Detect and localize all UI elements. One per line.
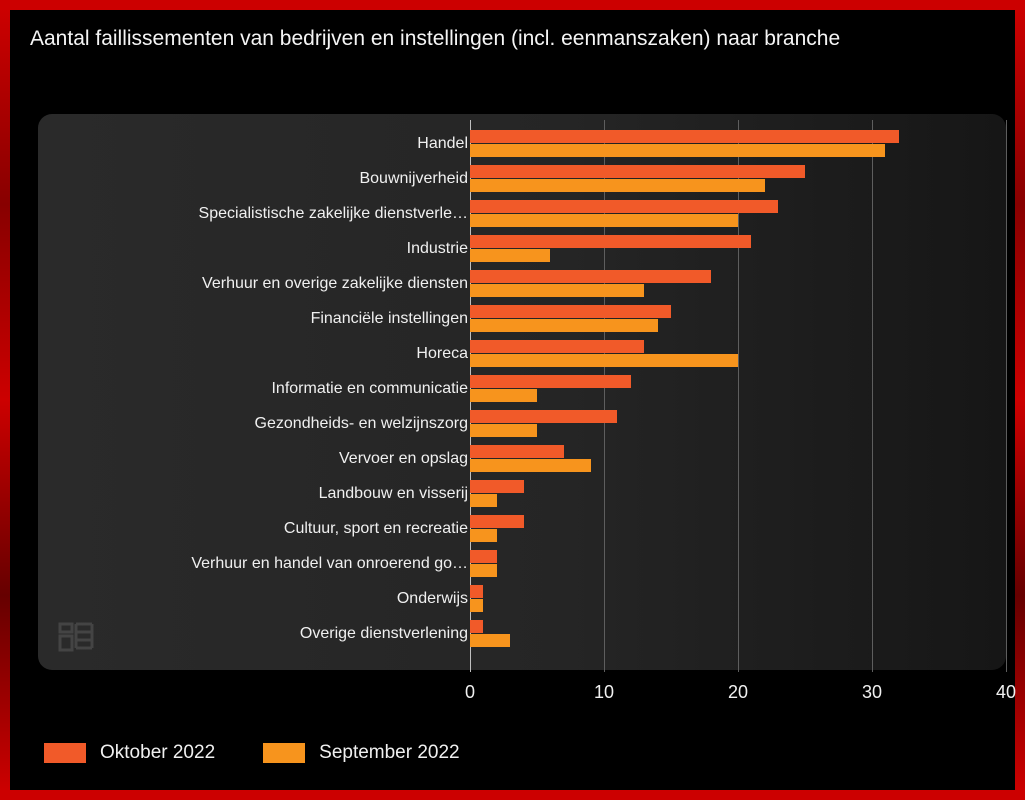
bar <box>470 445 564 458</box>
bar <box>470 284 644 297</box>
category-label: Landbouw en visserij <box>319 485 468 503</box>
bar <box>470 634 510 647</box>
bar-row: Gezondheids- en welzijnszorg <box>470 406 1010 441</box>
bar-row: Bouwnijverheid <box>470 161 1010 196</box>
category-label: Bouwnijverheid <box>359 170 468 188</box>
bar <box>470 200 778 213</box>
category-label: Informatie en communicatie <box>271 380 468 398</box>
category-label: Verhuur en overige zakelijke diensten <box>202 275 468 293</box>
bar <box>470 375 631 388</box>
bar <box>470 130 899 143</box>
bar <box>470 410 617 423</box>
bar-row: Handel <box>470 126 1010 161</box>
bar <box>470 165 805 178</box>
category-label: Handel <box>417 135 468 153</box>
x-axis: 010203040 <box>470 682 1010 706</box>
category-label: Verhuur en handel van onroerend go… <box>191 555 468 573</box>
bar-row: Onderwijs <box>470 581 1010 616</box>
legend-item-september: September 2022 <box>263 742 460 764</box>
bar <box>470 305 671 318</box>
legend: Oktober 2022 September 2022 <box>44 742 460 764</box>
legend-item-oktober: Oktober 2022 <box>44 742 215 764</box>
plot-area: HandelBouwnijverheidSpecialistische zake… <box>470 120 1010 672</box>
category-label: Onderwijs <box>397 590 468 608</box>
x-tick-label: 10 <box>594 682 614 703</box>
bar <box>470 179 765 192</box>
bar <box>470 340 644 353</box>
category-label: Overige dienstverlening <box>300 625 468 643</box>
bar-row: Verhuur en handel van onroerend go… <box>470 546 1010 581</box>
category-label: Specialistische zakelijke dienstverle… <box>199 205 468 223</box>
legend-label: September 2022 <box>319 742 460 764</box>
category-label: Industrie <box>407 240 468 258</box>
category-label: Financiële instellingen <box>311 310 468 328</box>
x-tick-label: 40 <box>996 682 1016 703</box>
bar <box>470 599 483 612</box>
bar <box>470 270 711 283</box>
bar <box>470 389 537 402</box>
bar-row: Overige dienstverlening <box>470 616 1010 651</box>
bar <box>470 585 483 598</box>
bar <box>470 235 751 248</box>
legend-label: Oktober 2022 <box>100 742 215 764</box>
bar <box>470 249 550 262</box>
bar <box>470 550 497 563</box>
chart-container: Aantal faillissementen van bedrijven en … <box>14 14 1011 786</box>
bar <box>470 319 658 332</box>
bar <box>470 480 524 493</box>
x-tick-label: 20 <box>728 682 748 703</box>
category-label: Horeca <box>416 345 468 363</box>
legend-swatch <box>44 743 86 763</box>
bar <box>470 564 497 577</box>
cbs-logo-icon <box>54 618 98 656</box>
bar <box>470 529 497 542</box>
bar-row: Specialistische zakelijke dienstverle… <box>470 196 1010 231</box>
bar-row: Vervoer en opslag <box>470 441 1010 476</box>
bar-row: Industrie <box>470 231 1010 266</box>
bar <box>470 515 524 528</box>
bar <box>470 354 738 367</box>
bar <box>470 424 537 437</box>
bar-row: Landbouw en visserij <box>470 476 1010 511</box>
category-label: Vervoer en opslag <box>339 450 468 468</box>
bar <box>470 494 497 507</box>
bar-row: Financiële instellingen <box>470 301 1010 336</box>
chart-title: Aantal faillissementen van bedrijven en … <box>30 24 991 53</box>
legend-swatch <box>263 743 305 763</box>
x-tick-label: 0 <box>465 682 475 703</box>
x-tick-label: 30 <box>862 682 882 703</box>
category-label: Cultuur, sport en recreatie <box>284 520 468 538</box>
chart-panel: Handel Bouwnijverheid Specialistische zake… <box>38 114 1006 670</box>
bar <box>470 144 885 157</box>
category-label: Gezondheids- en welzijnszorg <box>255 415 468 433</box>
bar-row: Informatie en communicatie <box>470 371 1010 406</box>
bar-row: Cultuur, sport en recreatie <box>470 511 1010 546</box>
bar-row: Verhuur en overige zakelijke diensten <box>470 266 1010 301</box>
bar <box>470 214 738 227</box>
bar <box>470 459 591 472</box>
bar <box>470 620 483 633</box>
bar-row: Horeca <box>470 336 1010 371</box>
